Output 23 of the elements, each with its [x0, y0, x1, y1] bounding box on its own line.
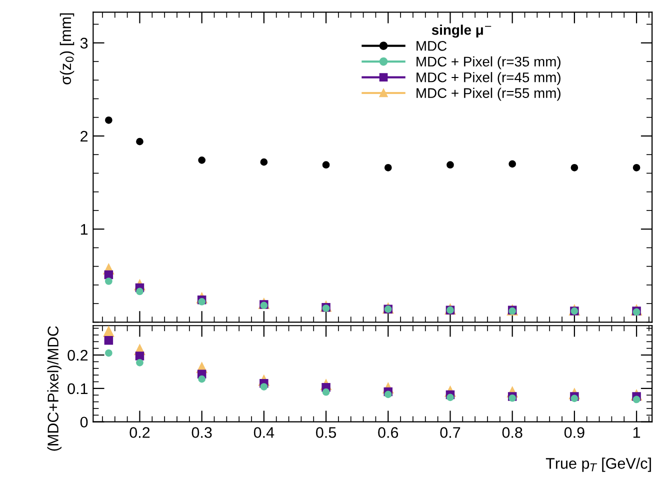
x-axis-title: True p$_{T}$ [GeV/c] [546, 458, 651, 472]
y-tick-label: 3 [80, 38, 88, 49]
legend-label: MDC + Pixel (r=45 mm) [416, 72, 560, 86]
y-tick-label: 0.1 [68, 383, 88, 394]
legend-label: MDC + Pixel (r=35 mm) [416, 56, 560, 70]
x-tick-label: 1 [633, 427, 640, 438]
x-tick-label: 0.3 [192, 427, 212, 438]
x-tick-label: 0.2 [130, 427, 150, 438]
x-tick-label: 0.5 [316, 427, 336, 438]
y-axis-title: (MDC+Pixel)/MDC [47, 326, 62, 451]
y-axis-title: σ(z$_{0}$) [mm] [60, 13, 74, 84]
y-tick-label: 0 [80, 416, 88, 428]
x-tick-label: 0.7 [440, 427, 460, 438]
x-tick-label: 0.4 [254, 427, 274, 438]
x-tick-label: 0.6 [378, 427, 398, 438]
legend-title: single μ$^{−}$ [432, 24, 492, 38]
y-tick-label: 1 [80, 224, 88, 235]
x-tick-label: 0.9 [564, 427, 584, 438]
legend-label: MDC [416, 40, 447, 51]
y-tick-label: 2 [80, 130, 88, 142]
legend-label: MDC + Pixel (r=55 mm) [416, 88, 560, 101]
x-tick-label: 0.8 [502, 427, 522, 438]
y-tick-label: 0.2 [68, 350, 88, 361]
